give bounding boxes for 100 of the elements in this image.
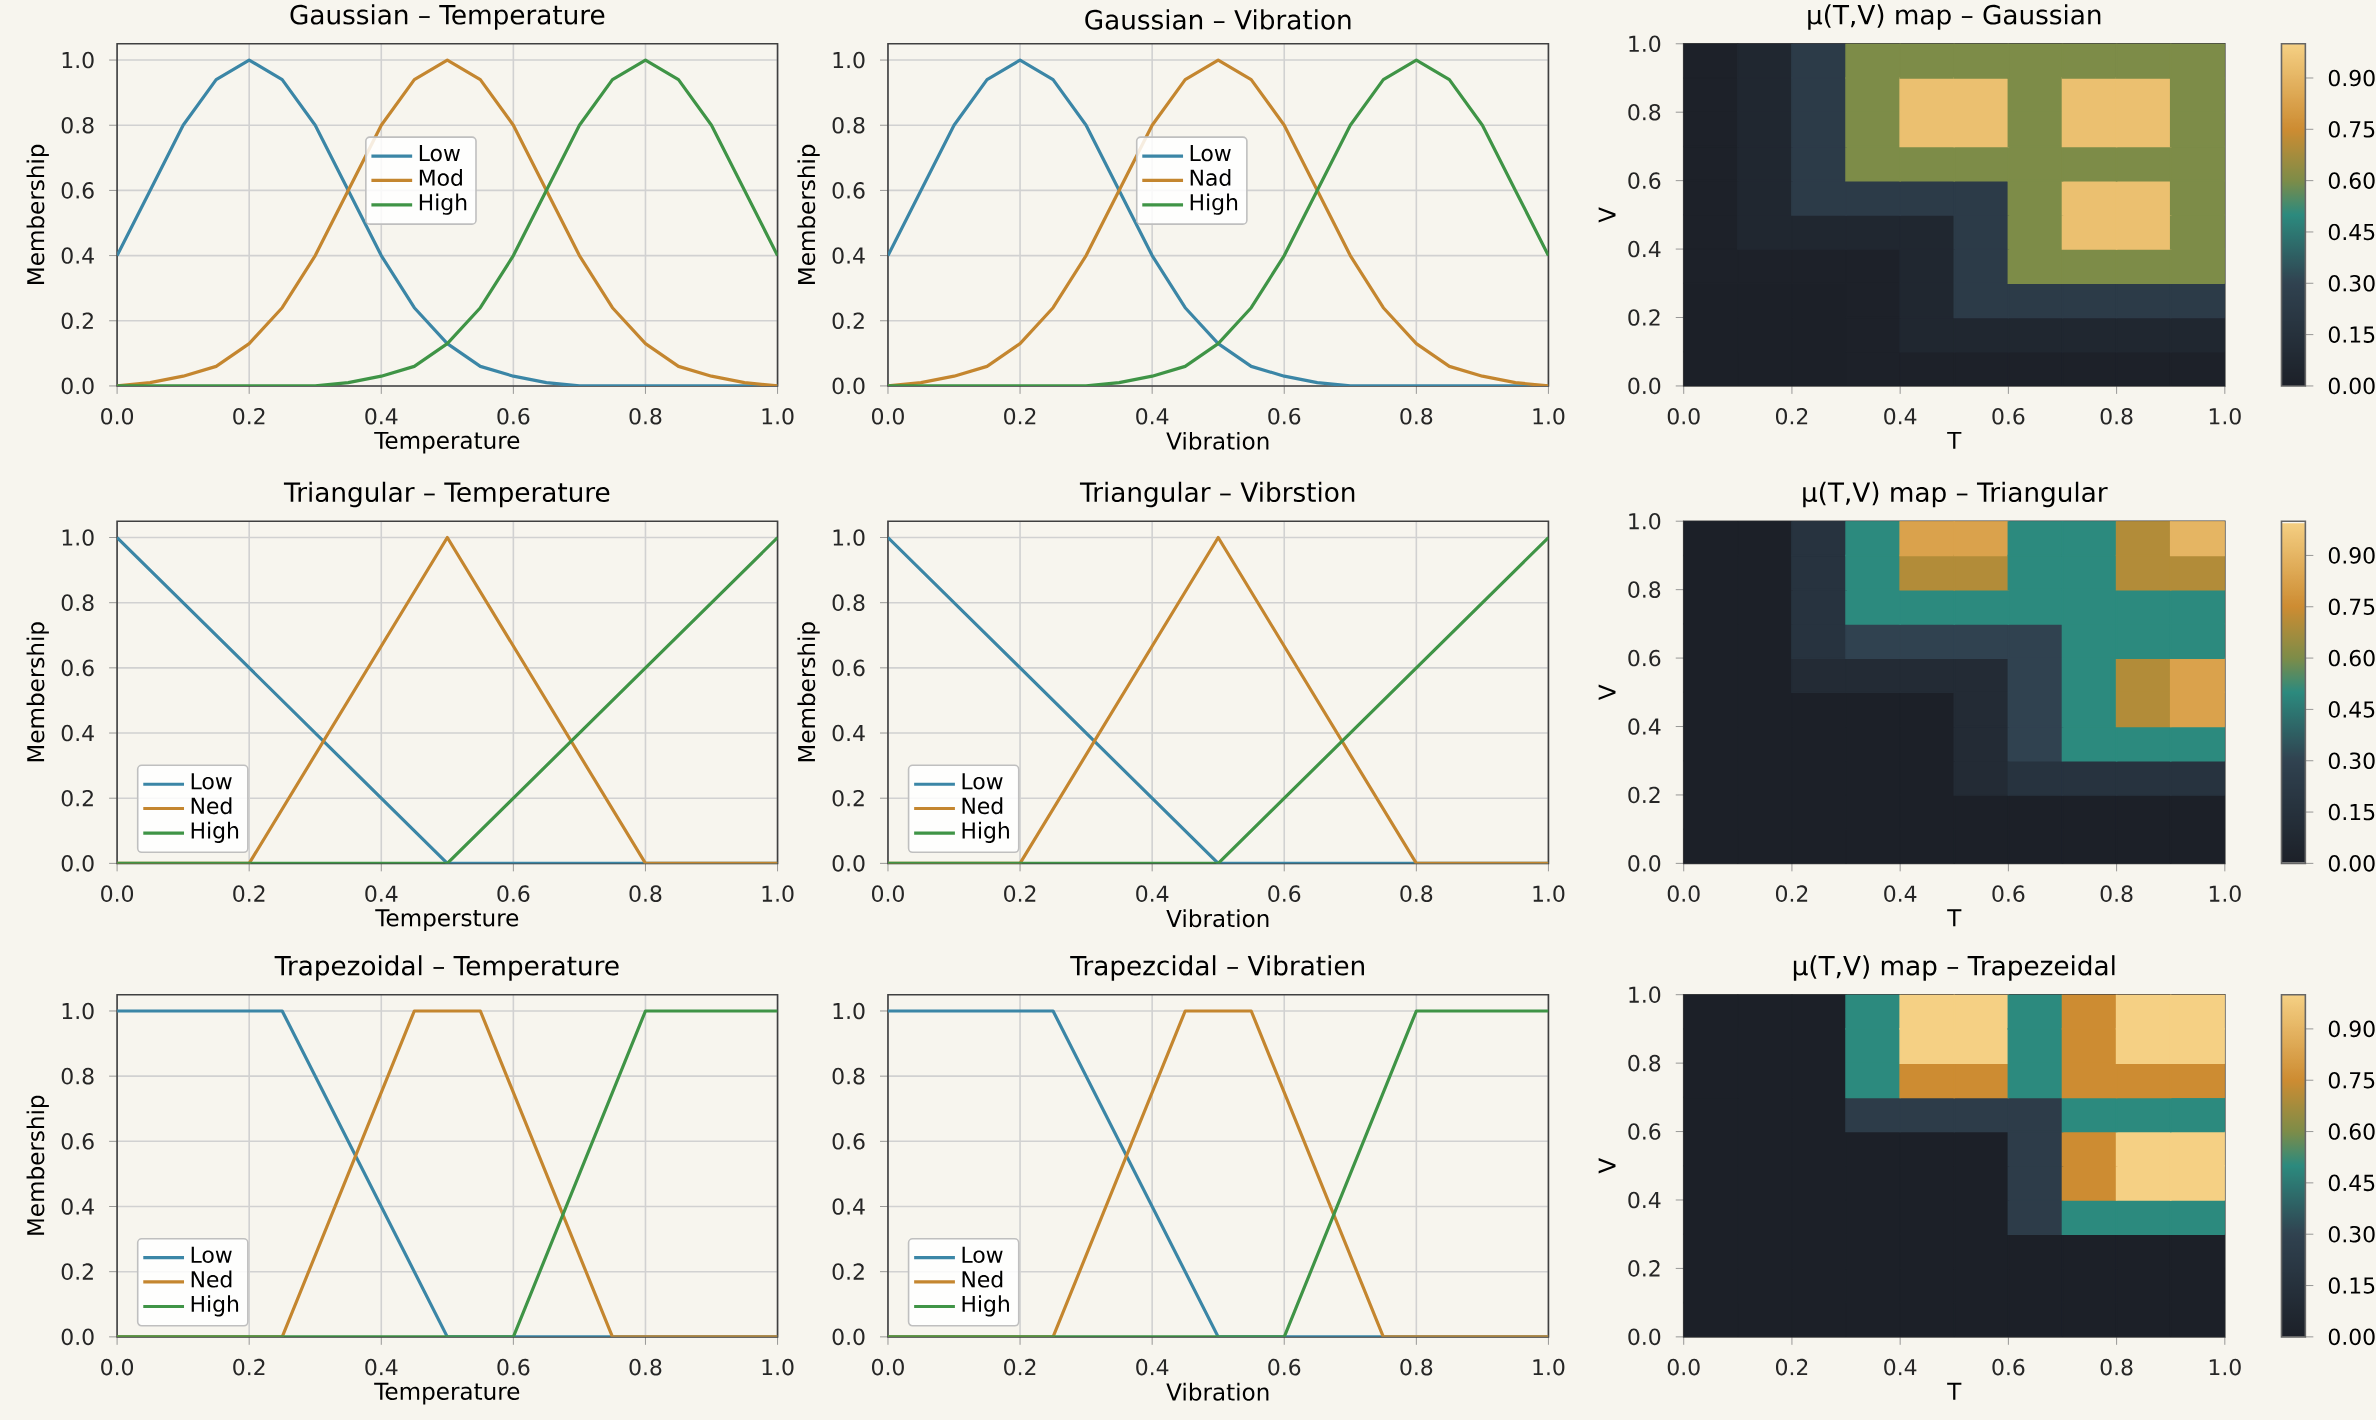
- y-tick-label: 0.8: [61, 116, 94, 134]
- x-tick-label: 0.4: [1136, 885, 1169, 902]
- color-bar-label: 0.45: [2328, 700, 2375, 718]
- x-tick-label: 0.2: [1004, 407, 1036, 425]
- color-bar-label: 0.90: [2328, 69, 2375, 87]
- x-tick-label: 0.4: [365, 1358, 398, 1376]
- color-bar-label: 0.30: [2328, 752, 2375, 769]
- y-tick-label: 0.4: [61, 724, 94, 742]
- legend-label: High: [419, 193, 467, 215]
- x-axis-title: Vibration: [1166, 431, 1269, 450]
- x-tick-label: 0.4: [1884, 885, 1917, 902]
- y-tick-label: 0.6: [1628, 172, 1661, 189]
- x-tick-label: 0.8: [629, 885, 662, 902]
- x-axis-title: T: [1947, 909, 1962, 926]
- x-tick-label: 0.4: [1884, 407, 1917, 425]
- y-tick-label: 0.2: [61, 1263, 93, 1280]
- y-tick-label: 0.8: [1628, 1054, 1661, 1072]
- x-tick-label: 0.8: [2100, 1358, 2133, 1376]
- y-tick-label: 0.0: [832, 854, 865, 872]
- y-tick-label: 0.6: [832, 181, 865, 199]
- x-axis-title: Vibration: [1166, 1382, 1269, 1401]
- y-tick-label: 0.8: [61, 1067, 94, 1085]
- x-tick-label: 1.0: [2209, 1358, 2241, 1376]
- y-tick-label: 0.4: [832, 1197, 865, 1215]
- y-tick-label: 0.8: [832, 116, 865, 134]
- y-tick-label: 0.0: [1628, 854, 1661, 872]
- color-bar-label: 0.45: [2328, 223, 2375, 241]
- legend-label: High: [962, 1295, 1009, 1317]
- color-bar-label: 0.75: [2328, 120, 2375, 138]
- y-tick-label: 0.8: [1628, 103, 1661, 121]
- color-bar-label: 0.45: [2328, 1174, 2375, 1191]
- y-tick-label: 0.6: [61, 181, 94, 199]
- y-tick-label: 0.2: [832, 789, 864, 807]
- y-tick-label: 0.4: [61, 247, 94, 264]
- x-tick-label: 0.6: [1992, 1358, 2025, 1376]
- x-tick-label: 0.0: [101, 407, 134, 425]
- y-tick-label: 1.0: [833, 51, 865, 69]
- x-tick-label: 0.4: [1136, 407, 1169, 425]
- y-tick-label: 1.0: [833, 528, 865, 546]
- x-tick-label: 0.2: [1004, 885, 1036, 902]
- y-tick-label: 0.2: [1628, 308, 1660, 326]
- x-axis-title: Tempersture: [375, 909, 519, 931]
- color-bar-label: 0.90: [2328, 546, 2375, 564]
- y-tick-label: 0.0: [1628, 377, 1661, 395]
- y-tick-label: 0.4: [1628, 1191, 1661, 1209]
- x-tick-label: 0.0: [1667, 885, 1700, 902]
- legend-label: Ned: [191, 796, 232, 814]
- x-tick-label: 0.6: [1992, 885, 2025, 902]
- y-tick-label: 0.2: [832, 312, 864, 329]
- x-tick-label: 0.8: [629, 1358, 662, 1376]
- y-axis-title: V: [1598, 1157, 1616, 1174]
- y-tick-label: 1.0: [1629, 512, 1661, 530]
- legend-label: Low: [1190, 144, 1231, 162]
- chart-title: Gaussian – Temperature: [290, 4, 605, 30]
- y-tick-label: 0.2: [61, 312, 93, 329]
- x-tick-label: 0.0: [101, 885, 134, 902]
- y-tick-label: 0.0: [832, 1328, 865, 1345]
- x-axis-title: Temperature: [374, 431, 520, 454]
- x-tick-label: 0.2: [233, 1358, 265, 1376]
- chart-title: Triangular – Vibrstion: [1079, 481, 1355, 507]
- x-tick-label: 0.2: [1004, 1358, 1036, 1376]
- y-tick-label: 0.6: [1628, 1123, 1661, 1140]
- x-tick-label: 1.0: [762, 885, 794, 902]
- x-tick-label: 1.0: [1533, 1358, 1565, 1376]
- y-tick-label: 0.0: [61, 1328, 94, 1345]
- x-tick-label: 0.2: [1775, 407, 1808, 425]
- color-bar-label: 0.75: [2328, 598, 2375, 615]
- y-tick-label: 0.4: [832, 724, 865, 742]
- y-tick-label: 0.2: [1628, 786, 1660, 804]
- y-tick-label: 0.8: [832, 594, 865, 611]
- y-tick-label: 0.8: [61, 594, 94, 611]
- x-tick-label: 0.4: [1136, 1358, 1169, 1376]
- x-tick-label: 1.0: [762, 1358, 794, 1376]
- y-tick-label: 0.0: [1628, 1328, 1661, 1345]
- x-tick-label: 0.2: [1775, 1358, 1808, 1376]
- x-tick-label: 0.6: [1992, 407, 2025, 425]
- x-tick-label: 0.6: [497, 885, 530, 902]
- y-tick-label: 0.8: [1628, 581, 1661, 598]
- x-tick-label: 0.6: [1268, 407, 1301, 425]
- y-tick-label: 1.0: [62, 51, 94, 69]
- y-tick-label: 0.0: [832, 377, 865, 395]
- y-tick-label: 0.2: [1628, 1259, 1660, 1277]
- y-axis-title: Membership: [26, 1095, 49, 1235]
- x-tick-label: 1.0: [2209, 885, 2241, 902]
- legend-label: Ned: [962, 796, 1003, 814]
- x-tick-label: 0.0: [1667, 1358, 1700, 1376]
- x-tick-label: 0.4: [1884, 1358, 1917, 1376]
- color-bar-label: 0.60: [2328, 1123, 2375, 1140]
- x-tick-label: 0.0: [872, 407, 904, 425]
- color-bar-label: 0.30: [2328, 1225, 2375, 1243]
- legend-label: High: [191, 821, 239, 843]
- legend-label: Low: [962, 1246, 1003, 1263]
- x-tick-label: 0.0: [872, 885, 904, 902]
- x-tick-label: 0.8: [1400, 407, 1433, 425]
- y-tick-label: 0.8: [832, 1067, 865, 1085]
- y-axis-title: V: [1598, 684, 1616, 700]
- color-bar-label: 0.75: [2328, 1071, 2375, 1089]
- legend-label: Ned: [962, 1270, 1003, 1288]
- y-axis-title: Membership: [26, 622, 49, 762]
- y-tick-label: 0.6: [832, 659, 865, 676]
